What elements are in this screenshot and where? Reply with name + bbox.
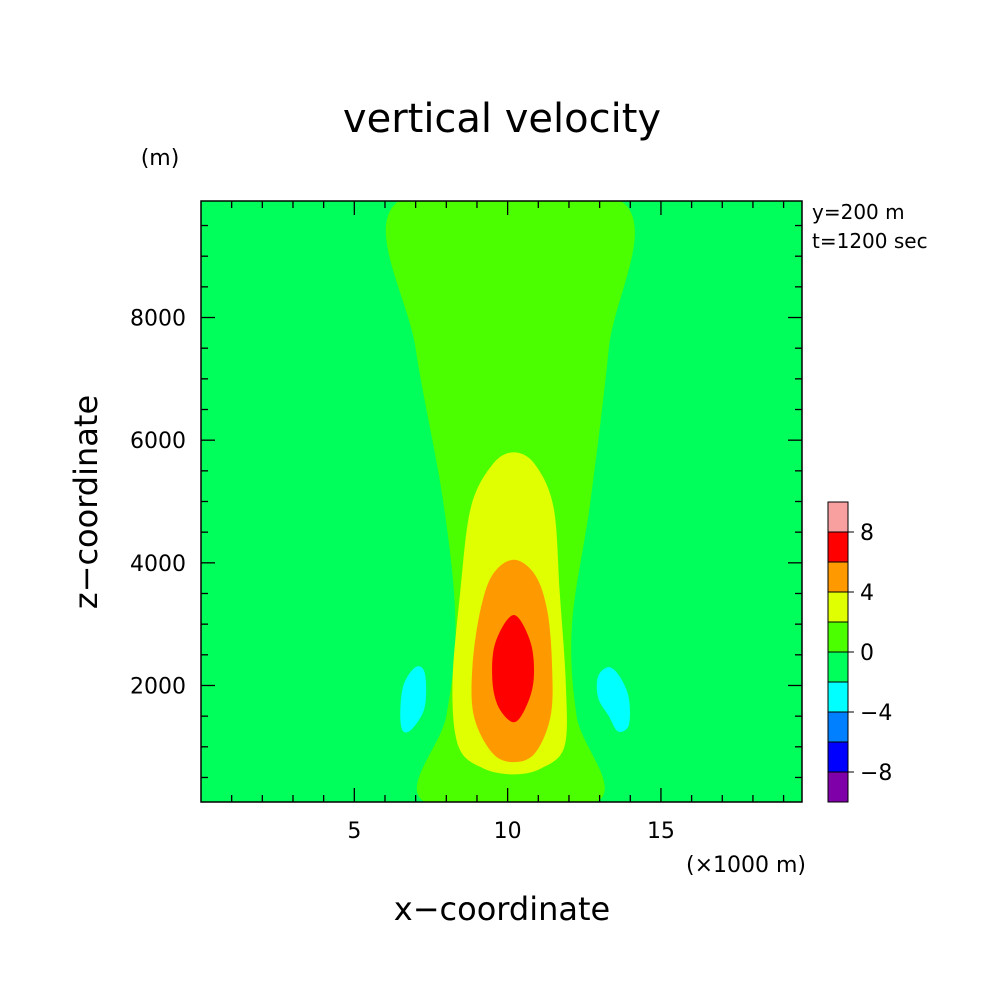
plot-area: 5 10 15 2000 4000 6000 8000 [130,200,803,844]
x-axis-title: x−coordinate [394,890,610,928]
colorbar-swatch [827,561,849,593]
colorbar-swatch [827,681,849,713]
colorbar-swatch [827,591,849,623]
colorbar-swatch [827,531,849,563]
y-unit-label: (m) [141,146,180,171]
contour-region-w-4-to-2-right [596,667,631,732]
y-axis-title: z−coordinate [67,395,105,609]
x-unit-label: (×1000 m) [686,853,806,878]
colorbar-swatch [827,741,849,773]
colorbar-swatch [827,771,849,803]
colorbar-label: 8 [860,521,874,546]
y-tick-label: 2000 [130,674,186,699]
chart-title: vertical velocity [343,96,661,142]
colorbar-label: 4 [860,581,874,606]
colorbar-swatch [827,621,849,653]
y-tick-label: 6000 [130,429,186,454]
x-tick-label: 15 [647,819,675,844]
colorbar-swatch [827,501,849,533]
x-tick-label: 10 [494,819,522,844]
contour-region-w-4-to-2-left [400,666,427,733]
y-tick-label: 8000 [130,307,186,332]
colorbar-label: 0 [860,641,874,666]
colorbar-label: −4 [860,701,892,726]
colorbar-swatch [827,711,849,743]
y-tick-label: 4000 [130,552,186,577]
info-line-2: t=1200 sec [812,229,928,253]
colorbar: 8 4 0 −4 −8 [827,501,892,803]
colorbar-label: −8 [860,761,892,786]
info-line-1: y=200 m [812,200,905,224]
x-tick-label: 5 [347,819,361,844]
colorbar-swatch [827,651,849,683]
contour-region-w-6-to-8-core [492,615,535,723]
